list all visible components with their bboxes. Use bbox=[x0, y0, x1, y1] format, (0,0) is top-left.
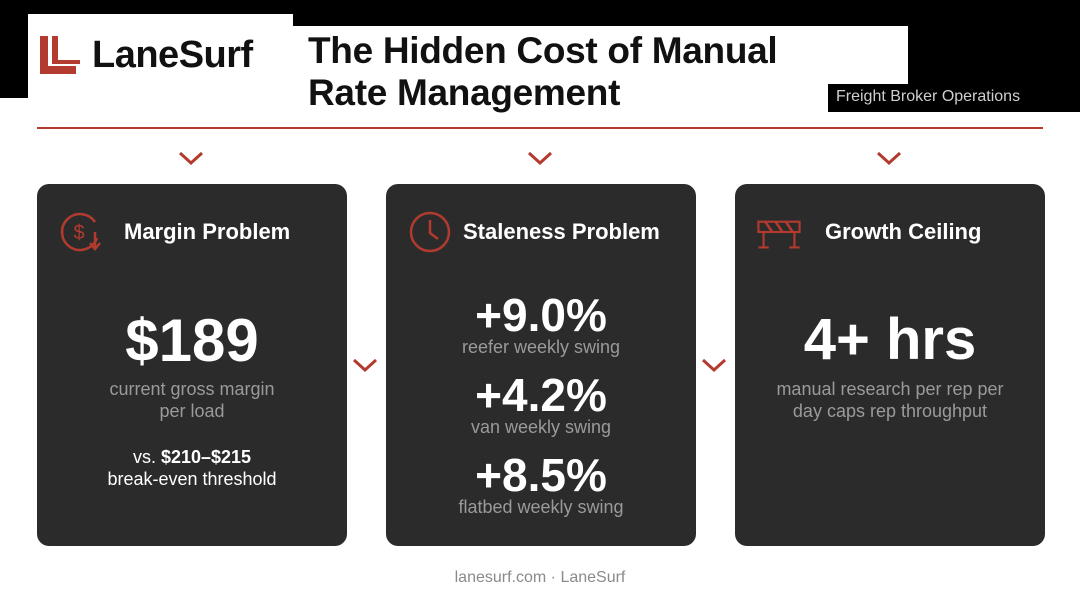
threshold-caption: break-even threshold bbox=[107, 469, 277, 489]
title-line-1: The Hidden Cost of Manual bbox=[308, 30, 778, 71]
svg-text:$: $ bbox=[73, 222, 84, 244]
card-margin-problem: $ Margin Problem $189 current gross marg… bbox=[37, 184, 347, 546]
card-title: Staleness Problem bbox=[463, 219, 660, 244]
title-panel-lower bbox=[293, 84, 828, 114]
footer-text: lanesurf.com · LaneSurf bbox=[454, 569, 626, 586]
section-tag: Freight Broker Operations bbox=[836, 88, 1021, 105]
margin-caption-line-2: per load bbox=[159, 401, 225, 421]
chevron-down-icon bbox=[701, 358, 727, 373]
chevron-down-icon bbox=[178, 151, 204, 166]
stat-label: flatbed weekly swing bbox=[458, 497, 624, 517]
card-growth-ceiling: Growth Ceiling 4+ hrs manual research pe… bbox=[735, 184, 1045, 546]
title-line-2: Rate Management bbox=[308, 72, 621, 113]
stat-value: +9.0% bbox=[475, 289, 607, 341]
stat-value: +8.5% bbox=[475, 449, 607, 501]
tag-panel bbox=[828, 84, 1080, 112]
hours-value: 4+ hrs bbox=[803, 307, 977, 372]
dollar-down-icon: $ bbox=[60, 212, 101, 252]
card-staleness-problem: Staleness Problem +9.0% reefer weekly sw… bbox=[386, 184, 696, 546]
page-title: The Hidden Cost of Manual Rate Managemen… bbox=[308, 30, 908, 114]
divider-rule bbox=[37, 127, 1043, 129]
card-title: Margin Problem bbox=[124, 219, 291, 244]
margin-value: $189 bbox=[125, 307, 259, 374]
barrier-icon bbox=[757, 220, 801, 249]
stat-value: +4.2% bbox=[475, 369, 607, 421]
threshold-range: $210–$215 bbox=[160, 447, 252, 467]
chevron-down-icon bbox=[876, 151, 902, 166]
hours-caption-line-2: day caps rep throughput bbox=[792, 401, 988, 421]
lanesurf-logo-icon bbox=[40, 36, 80, 74]
card-title: Growth Ceiling bbox=[825, 219, 982, 244]
threshold-prefix: vs. bbox=[132, 447, 161, 467]
logo-panel bbox=[28, 14, 293, 98]
margin-caption-line-1: current gross margin bbox=[109, 379, 275, 399]
stat-label: van weekly swing bbox=[470, 417, 612, 437]
threshold-note: vs. $210–$215 bbox=[37, 446, 347, 468]
title-panel bbox=[293, 26, 908, 84]
chevron-down-icon bbox=[352, 358, 378, 373]
hours-caption-line-1: manual research per rep per bbox=[776, 379, 1004, 399]
clock-icon bbox=[409, 211, 451, 253]
stat-label: reefer weekly swing bbox=[461, 337, 621, 357]
brand-name: LaneSurf bbox=[92, 34, 253, 76]
chevron-down-icon bbox=[527, 151, 553, 166]
